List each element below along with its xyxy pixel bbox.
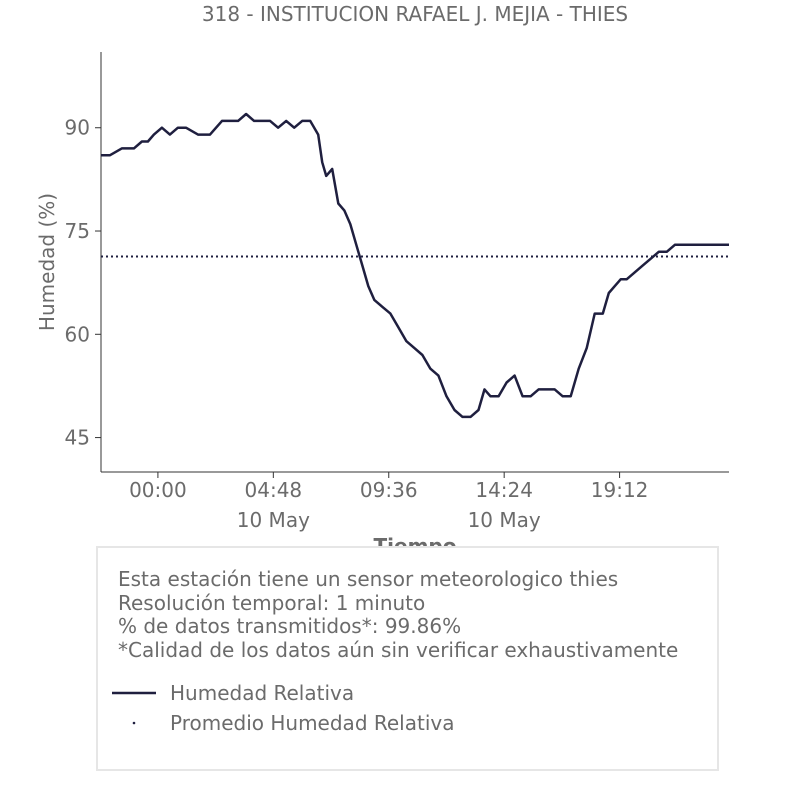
y-tick-label: 75	[65, 219, 90, 243]
info-resolution-text: Resolución temporal: 1 minuto	[118, 590, 426, 615]
station-info: Esta estación tiene un sensor meteorolog…	[118, 567, 679, 662]
legend-label-humidity: Humedad Relativa	[170, 681, 355, 705]
x-tick-label: 09:36	[360, 478, 418, 502]
y-tick-label: 60	[65, 322, 90, 346]
y-axis-label: Humedad (%)	[35, 193, 59, 331]
x-tick-label: 04:48	[245, 478, 303, 502]
x-tick-date-label: 10 May	[468, 508, 541, 532]
info-quality-note: *Calidad de los datos aún sin verificar …	[118, 637, 679, 662]
legend-label-average: Promedio Humedad Relativa	[170, 711, 455, 735]
x-tick-date-label: 10 May	[237, 508, 310, 532]
info-sensor-text: Esta estación tiene un sensor meteorolog…	[118, 567, 619, 591]
x-tick-label: 14:24	[475, 478, 533, 502]
legend-dot-icon	[132, 721, 136, 725]
y-tick-label: 45	[65, 426, 90, 450]
legend-solid-line-icon	[112, 691, 156, 695]
humidity-series-line	[101, 112, 729, 419]
info-transmitted-text: % de datos transmitidos*: 99.86%	[118, 614, 462, 638]
plot-area: 45 60 75 90 00:00 04:48 10 May 09:36 14:24 10 May…	[65, 52, 729, 532]
x-tick-label: 00:00	[129, 478, 187, 502]
x-tick-label: 19:12	[591, 478, 649, 502]
chart-title: 318 - INSTITUCION RAFAEL J. MEJIA - THIE…	[202, 2, 628, 26]
info-legend-box: Esta estación tiene un sensor meteorolog…	[96, 546, 719, 771]
y-tick-label: 90	[65, 116, 90, 140]
